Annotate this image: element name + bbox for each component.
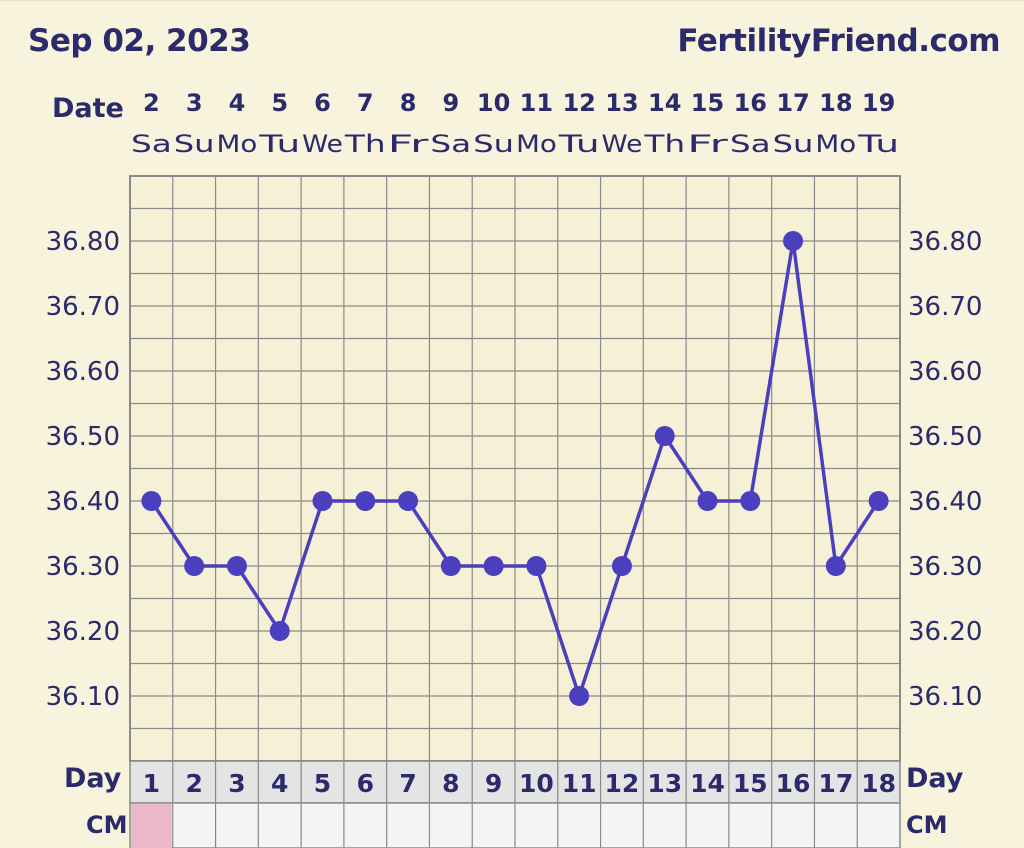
weekday-label: We (602, 130, 643, 158)
date-label: 11 (520, 89, 553, 117)
day-row-label-right: Day (906, 763, 964, 794)
weekday-label: Mo (217, 130, 258, 158)
chart-date: Sep 02, 2023 (28, 23, 251, 59)
y-tick-label-left: 36.40 (46, 487, 120, 517)
date-label: 14 (648, 89, 681, 117)
date-label: 3 (186, 89, 203, 117)
temperature-point (611, 556, 632, 576)
cycle-day-label: 5 (314, 769, 331, 798)
y-tick-label-left: 36.80 (46, 227, 120, 257)
cycle-day-label: 1 (143, 769, 160, 798)
cycle-day-label: 11 (562, 769, 597, 798)
weekday-label: Su (773, 130, 814, 158)
temperature-point (526, 556, 547, 576)
date-label: 2 (143, 89, 160, 117)
temperature-point (141, 491, 162, 511)
cycle-day-label: 4 (271, 769, 288, 798)
temperature-point (569, 686, 590, 706)
temperature-line (149, 239, 881, 698)
y-tick-label-left: 36.50 (46, 422, 120, 452)
cycle-day-label: 6 (357, 769, 374, 798)
date-label: 13 (605, 89, 638, 117)
cm-cell-highlight (131, 804, 172, 848)
temperature-point (398, 491, 419, 511)
temperature-point (355, 491, 376, 511)
temperature-point (868, 491, 889, 511)
date-label: 4 (229, 89, 246, 117)
cycle-day-label: 7 (399, 769, 416, 798)
weekday-label: Tu (857, 130, 899, 158)
y-tick-label-right: 36.70 (908, 292, 982, 322)
temperature-point (226, 556, 247, 576)
cm-row-label-right: CM (906, 811, 948, 839)
cycle-day-label: 18 (861, 769, 896, 798)
cm-row-label-left: CM (86, 811, 128, 839)
weekday-label: We (302, 130, 343, 158)
temperature-point (440, 556, 461, 576)
date-label: 17 (776, 89, 809, 117)
date-label: 18 (819, 89, 852, 117)
cycle-day-label: 15 (733, 769, 768, 798)
cycle-day-label: 10 (519, 769, 554, 798)
cycle-day-label: 14 (690, 769, 725, 798)
y-tick-label-right: 36.10 (908, 682, 982, 712)
temperature-point (697, 491, 718, 511)
temperature-point (184, 556, 205, 576)
weekday-label: Mo (815, 130, 856, 158)
temperature-point (483, 556, 504, 576)
y-tick-label-right: 36.80 (908, 227, 982, 257)
weekday-label: Sa (730, 130, 771, 158)
temperature-point (825, 556, 846, 576)
date-label: 9 (442, 89, 459, 117)
cycle-day-label: 2 (185, 769, 202, 798)
date-label: 16 (734, 89, 767, 117)
day-row-label-left: Day (64, 763, 122, 794)
y-tick-label-right: 36.40 (908, 487, 982, 517)
date-label: 5 (271, 89, 288, 117)
y-tick-label-left: 36.10 (46, 682, 120, 712)
weekday-label: Fr (388, 130, 429, 158)
weekday-label: Sa (131, 130, 172, 158)
temperature-point (269, 621, 290, 641)
cycle-day-label: 9 (485, 769, 502, 798)
y-tick-label-right: 36.30 (908, 552, 982, 582)
cycle-day-label: 3 (228, 769, 245, 798)
weekday-label: Su (473, 130, 514, 158)
y-tick-label-left: 36.30 (46, 552, 120, 582)
date-label: 7 (357, 89, 374, 117)
temperature-point (740, 491, 761, 511)
date-label: 10 (477, 89, 510, 117)
y-tick-label-left: 36.60 (46, 357, 120, 387)
temperature-point (783, 231, 804, 251)
cycle-day-label: 12 (605, 769, 640, 798)
date-label: 6 (314, 89, 331, 117)
y-tick-label-left: 36.70 (46, 292, 120, 322)
date-label: 12 (562, 89, 595, 117)
weekday-label: Fr (687, 130, 728, 158)
weekday-label: Mo (516, 130, 557, 158)
y-tick-label-left: 36.20 (46, 617, 120, 647)
date-label: 19 (862, 89, 895, 117)
date-row-label: Date (52, 93, 124, 124)
site-name: FertilityFriend.com (677, 23, 1000, 59)
weekday-label: Tu (258, 130, 300, 158)
y-tick-label-right: 36.50 (908, 422, 982, 452)
date-label: 15 (691, 89, 724, 117)
weekday-label: Sa (430, 130, 471, 158)
temperature-point (312, 491, 333, 511)
cycle-day-label: 17 (818, 769, 853, 798)
y-tick-label-right: 36.60 (908, 357, 982, 387)
temperature-point (654, 426, 675, 446)
weekday-label: Tu (557, 130, 599, 158)
weekday-label: Th (643, 130, 685, 158)
weekday-label: Th (344, 130, 386, 158)
y-tick-label-right: 36.20 (908, 617, 982, 647)
weekday-label: Su (174, 130, 215, 158)
cycle-day-label: 13 (647, 769, 682, 798)
cycle-day-label: 8 (442, 769, 459, 798)
date-label: 8 (400, 89, 417, 117)
cycle-day-label: 16 (776, 769, 811, 798)
